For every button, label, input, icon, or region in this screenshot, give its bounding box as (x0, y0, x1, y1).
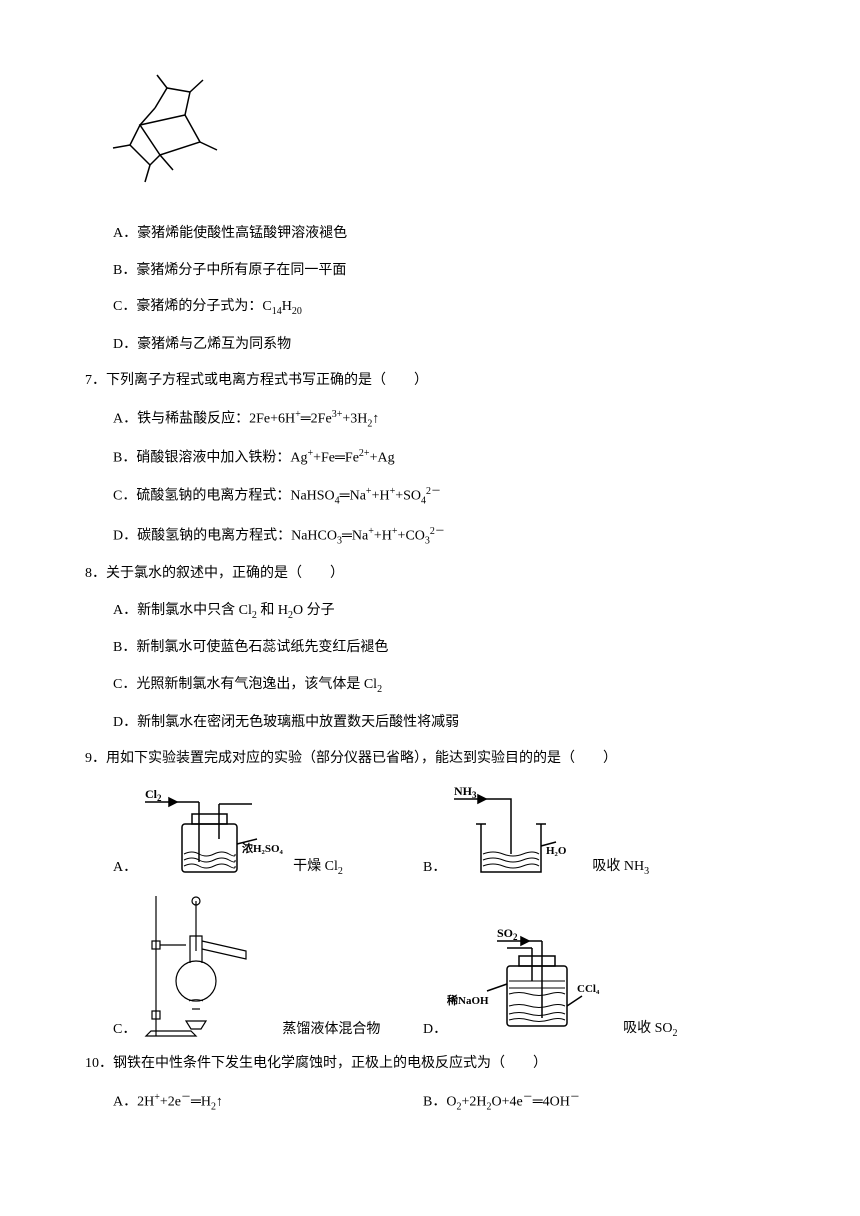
q6-option-c: C．豪猪烯的分子式为：C14H20 (113, 296, 775, 320)
apparatus-c-svg (136, 891, 276, 1041)
q9-label-a: A． (113, 857, 137, 879)
q8-option-c: C．光照新制氯水有气泡逸出，该气体是 Cl2 (113, 674, 775, 698)
q9-item-d: D． SO2 稀NaOH CCl₄ 吸收 SO2 (423, 926, 678, 1041)
svg-text:CCl₄: CCl₄ (577, 983, 600, 995)
svg-text:稀NaOH: 稀NaOH (447, 993, 489, 1007)
svg-text:Cl2: Cl2 (145, 787, 162, 803)
q9-caption-b: 吸收 NH3 (592, 856, 649, 880)
svg-text:SO2: SO2 (497, 926, 518, 942)
q9-label-c: C． (113, 1019, 136, 1041)
q7-option-c: C．硫酸氢钠的电离方程式：NaHSO4═Na++H++SO42－ (113, 484, 775, 509)
q9-stem: 9．用如下实验装置完成对应的实验（部分仪器已省略），能达到实验目的的是（ ） (85, 748, 775, 770)
q8-option-d: D．新制氯水在密闭无色玻璃瓶中放置数天后酸性将减弱 (113, 712, 775, 734)
q7-option-b: B．硝酸银溶液中加入铁粉：Ag++Fe═Fe2++Ag (113, 446, 775, 470)
q10-option-a: A．2H++2e－═H2↑ (113, 1090, 423, 1115)
q9-row-2: C． 蒸馏液体混合物 D． (113, 891, 775, 1041)
q6-option-d: D．豪猪烯与乙烯互为同系物 (113, 334, 775, 356)
q6-option-b: B．豪猪烯分子中所有原子在同一平面 (113, 260, 775, 282)
molecule-figure (95, 70, 775, 208)
q10-option-b: B．O2+2H2O+4e－═4OH－ (423, 1090, 580, 1115)
svg-text:浓H₂SO₄: 浓H₂SO₄ (242, 841, 284, 855)
q7-option-a: A．铁与稀盐酸反应：2Fe+6H+═2Fe3++3H2↑ (113, 407, 775, 432)
q9-item-a: A． Cl2 浓H₂SO₄ 干燥 Cl2 (113, 784, 423, 879)
q8-option-b: B．新制氯水可使蓝色石蕊试纸先变红后褪色 (113, 637, 775, 659)
q9-label-b: B． (423, 857, 446, 879)
q7-option-d: D．碳酸氢钠的电离方程式：NaHCO3═Na++H++CO32－ (113, 524, 775, 549)
q9-label-d: D． (423, 1019, 447, 1041)
q9-item-c: C． 蒸馏液体混合物 (113, 891, 423, 1041)
q9-caption-c: 蒸馏液体混合物 (282, 1019, 380, 1041)
q9-caption-d: 吸收 SO2 (623, 1018, 677, 1042)
apparatus-a-svg: Cl2 浓H₂SO₄ (137, 784, 287, 879)
q8-stem: 8．关于氯水的叙述中，正确的是（ ） (85, 563, 775, 585)
q9-row-1: A． Cl2 浓H₂SO₄ 干燥 Cl2 B． NH3 (113, 784, 775, 879)
svg-text:NH3: NH3 (454, 784, 477, 800)
q8-option-a: A．新制氯水中只含 Cl2 和 H2O 分子 (113, 600, 775, 624)
q9-caption-a: 干燥 Cl2 (293, 856, 343, 880)
svg-text:H₂O: H₂O (546, 845, 567, 857)
apparatus-b-svg: NH3 H₂O (446, 784, 586, 879)
apparatus-d-svg: SO2 稀NaOH CCl₄ (447, 926, 617, 1041)
q10-stem: 10．钢铁在中性条件下发生电化学腐蚀时，正极上的电极反应式为（ ） (85, 1053, 775, 1075)
q7-stem: 7．下列离子方程式或电离方程式书写正确的是（ ） (85, 370, 775, 392)
q6-option-a: A．豪猪烯能使酸性高锰酸钾溶液褪色 (113, 223, 775, 245)
q9-item-b: B． NH3 H₂O 吸收 NH3 (423, 784, 649, 879)
